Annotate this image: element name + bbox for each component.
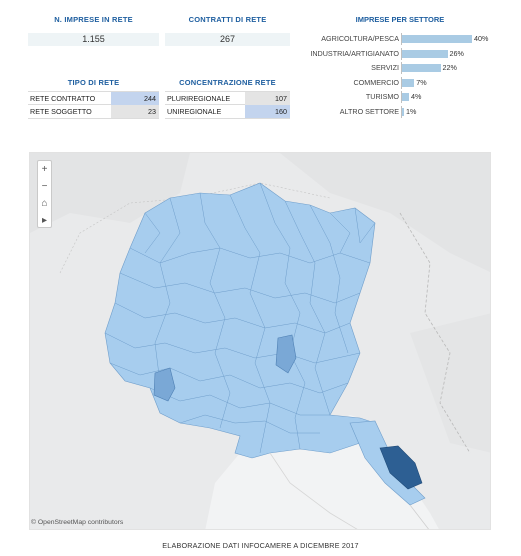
- imprese-title: N. IMPRESE IN RETE: [54, 15, 133, 24]
- sector-bar[interactable]: [402, 35, 472, 43]
- concentrazione-label: UNIREGIONALE: [167, 107, 222, 116]
- map-road: [269, 452, 358, 529]
- sector-label: TURISMO: [365, 92, 399, 101]
- sector-row[interactable]: ALTRO SETTORE 1%: [300, 105, 500, 118]
- region-map[interactable]: [29, 152, 491, 530]
- sector-pct: 22%: [442, 63, 457, 72]
- map-controls: + − ⌂ ▸: [37, 160, 52, 228]
- concentrazione-title: CONCENTRAZIONE RETE: [179, 78, 276, 87]
- map-border: [399, 212, 471, 454]
- map-border: [59, 182, 331, 274]
- sector-row[interactable]: COMMERCIO 7%: [300, 76, 500, 89]
- map-relief: [30, 153, 190, 233]
- home-icon[interactable]: ⌂: [41, 198, 48, 209]
- sector-axis: [401, 76, 402, 89]
- sector-label: COMMERCIO: [353, 77, 399, 87]
- sector-axis: [401, 105, 402, 118]
- sector-pct: 4%: [411, 92, 422, 101]
- sector-bar[interactable]: [402, 78, 415, 87]
- sector-label: ALTRO SETTORE: [339, 106, 399, 116]
- sector-axis: [401, 33, 402, 45]
- map-relief: [410, 313, 490, 453]
- municipality-dark[interactable]: [379, 445, 423, 490]
- sector-pct: 7%: [416, 77, 427, 87]
- table-row[interactable]: UNIREGIONALE 160: [165, 105, 290, 119]
- settori-title: IMPRESE PER SETTORE: [355, 15, 445, 24]
- sector-pct: 26%: [449, 48, 464, 58]
- municipal-borders: [104, 182, 376, 454]
- tipo-rete-table: RETE CONTRATTO 244 RETE SOGGETTO 23: [28, 91, 159, 119]
- contratti-title: CONTRATTI DI RETE: [188, 15, 267, 24]
- sector-row[interactable]: SERVIZI 22%: [300, 62, 500, 74]
- sector-axis: [401, 62, 402, 74]
- municipality-mid[interactable]: [153, 367, 176, 402]
- sector-pct: 40%: [474, 34, 489, 43]
- imprese-value[interactable]: 1.155: [28, 33, 159, 46]
- sector-row[interactable]: AGRICOLTURA/PESCA 40%: [300, 33, 500, 45]
- sector-row[interactable]: INDUSTRIA/ARTIGIANATO 26%: [300, 47, 500, 60]
- map-relief: [280, 153, 490, 273]
- play-icon[interactable]: ▸: [41, 215, 48, 226]
- sector-bar[interactable]: [402, 64, 441, 72]
- contratti-value[interactable]: 267: [165, 33, 290, 46]
- zoom-out-button[interactable]: −: [41, 181, 48, 192]
- concentrazione-value: 160: [245, 105, 290, 118]
- map-canvas[interactable]: [30, 153, 491, 530]
- municipality-mid[interactable]: [275, 334, 297, 374]
- concentrazione-table: PLURIREGIONALE 107 UNIREGIONALE 160: [165, 91, 290, 119]
- tipo-rete-value: 23: [111, 105, 159, 118]
- table-row[interactable]: RETE SOGGETTO 23: [28, 105, 159, 119]
- tipo-rete-value: 244: [111, 92, 159, 105]
- sector-bar[interactable]: [402, 49, 448, 58]
- table-row[interactable]: PLURIREGIONALE 107: [165, 91, 290, 105]
- sector-label: INDUSTRIA/ARTIGIANATO: [310, 48, 399, 58]
- concentrazione-label: PLURIREGIONALE: [167, 94, 231, 103]
- sector-pct: 1%: [406, 106, 417, 116]
- tipo-rete-label: RETE CONTRATTO: [30, 94, 96, 103]
- sector-axis: [401, 91, 402, 103]
- sector-axis: [401, 47, 402, 60]
- sector-label: SERVIZI: [371, 63, 399, 72]
- sector-bar[interactable]: [402, 107, 404, 116]
- map-attribution[interactable]: © OpenStreetMap contributors: [31, 519, 124, 526]
- tipo-rete-label: RETE SOGGETTO: [30, 107, 92, 116]
- sector-row[interactable]: TURISMO 4%: [300, 91, 500, 103]
- concentrazione-value: 107: [245, 92, 290, 105]
- zoom-in-button[interactable]: +: [41, 164, 48, 175]
- tipo-rete-title: TIPO DI RETE: [67, 78, 120, 87]
- sector-label: AGRICOLTURA/PESCA: [321, 34, 399, 43]
- table-row[interactable]: RETE CONTRATTO 244: [28, 91, 159, 105]
- map-road: [409, 504, 429, 529]
- footer-note: ELABORAZIONE DATI INFOCAMERE A DICEMBRE …: [162, 541, 359, 550]
- sector-bar[interactable]: [402, 93, 409, 101]
